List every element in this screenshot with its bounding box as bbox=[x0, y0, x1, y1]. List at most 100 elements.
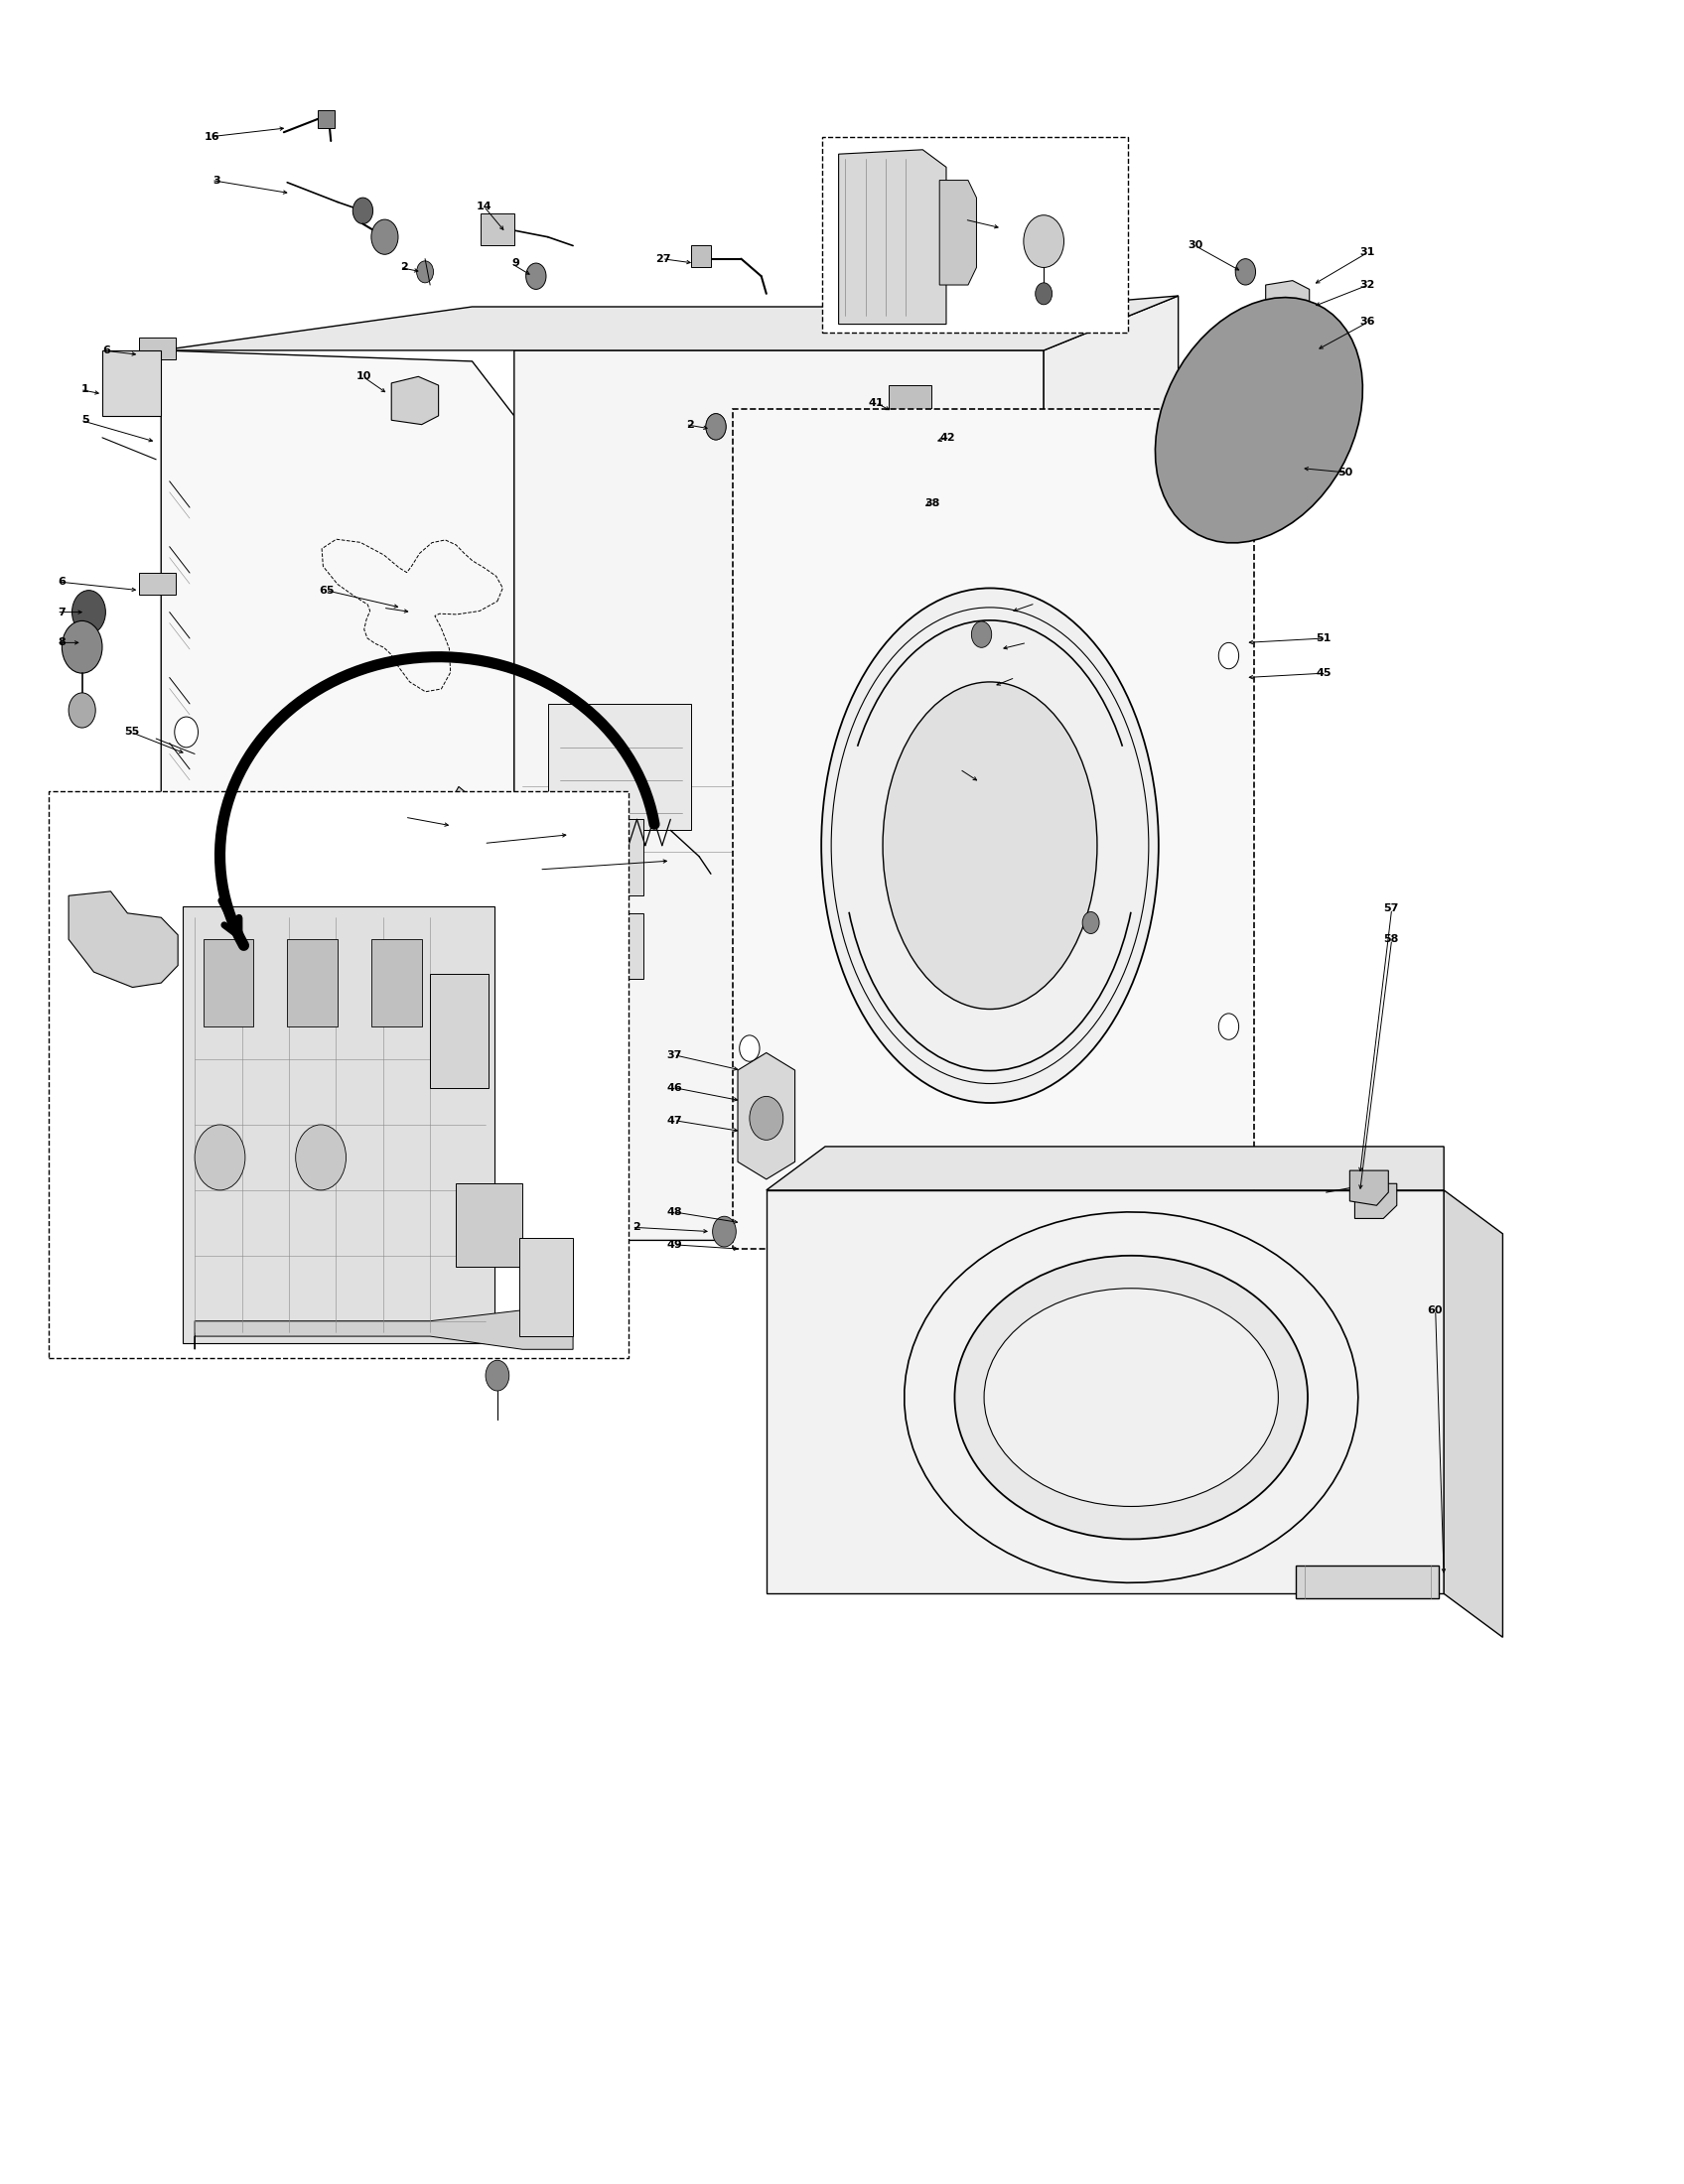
Circle shape bbox=[1219, 1013, 1239, 1040]
Polygon shape bbox=[1155, 297, 1362, 544]
Bar bbox=[318, 111, 333, 129]
Circle shape bbox=[62, 620, 103, 673]
Text: 52: 52 bbox=[1019, 638, 1034, 649]
Circle shape bbox=[1236, 258, 1256, 284]
Text: 12: 12 bbox=[953, 764, 968, 773]
Text: 36: 36 bbox=[1359, 317, 1376, 328]
Text: 58: 58 bbox=[1383, 935, 1399, 943]
Text: 6: 6 bbox=[103, 345, 111, 356]
Ellipse shape bbox=[822, 587, 1159, 1103]
Circle shape bbox=[739, 1035, 759, 1061]
Polygon shape bbox=[738, 1053, 795, 1179]
Text: 13: 13 bbox=[397, 812, 413, 821]
Text: 21: 21 bbox=[532, 865, 547, 874]
Polygon shape bbox=[195, 1310, 573, 1350]
Circle shape bbox=[706, 413, 726, 439]
Circle shape bbox=[69, 692, 96, 727]
Bar bbox=[103, 349, 162, 415]
Circle shape bbox=[1036, 282, 1052, 304]
Polygon shape bbox=[766, 1147, 1443, 1190]
Polygon shape bbox=[1443, 1190, 1502, 1638]
Ellipse shape bbox=[882, 681, 1098, 1009]
Text: 3: 3 bbox=[212, 175, 221, 186]
Bar bbox=[623, 819, 643, 895]
Bar bbox=[184, 906, 493, 1343]
Text: 32: 32 bbox=[1359, 280, 1376, 290]
Bar bbox=[623, 913, 643, 978]
Polygon shape bbox=[1044, 295, 1179, 1190]
Text: 49: 49 bbox=[667, 1241, 682, 1249]
Circle shape bbox=[72, 590, 106, 633]
Polygon shape bbox=[69, 891, 179, 987]
Circle shape bbox=[485, 1361, 509, 1391]
Polygon shape bbox=[391, 376, 438, 424]
Text: 30: 30 bbox=[1189, 240, 1204, 251]
Ellipse shape bbox=[983, 1289, 1278, 1507]
Circle shape bbox=[352, 199, 372, 225]
Circle shape bbox=[1024, 216, 1064, 266]
Circle shape bbox=[1228, 629, 1248, 655]
Text: 6: 6 bbox=[57, 577, 66, 587]
Text: 2: 2 bbox=[687, 419, 694, 430]
Polygon shape bbox=[1356, 1184, 1396, 1219]
Bar bbox=[519, 1238, 573, 1337]
Text: 10: 10 bbox=[355, 371, 370, 382]
Bar bbox=[288, 939, 337, 1026]
Polygon shape bbox=[766, 1190, 1443, 1594]
Bar bbox=[480, 214, 514, 245]
Text: 47: 47 bbox=[667, 1116, 682, 1125]
Polygon shape bbox=[322, 539, 504, 692]
Polygon shape bbox=[446, 786, 569, 856]
Text: 8: 8 bbox=[57, 638, 66, 649]
Circle shape bbox=[175, 716, 199, 747]
Text: 2: 2 bbox=[633, 1223, 640, 1232]
Bar bbox=[455, 1184, 522, 1267]
Text: 57: 57 bbox=[1383, 904, 1399, 913]
Bar bbox=[140, 572, 177, 594]
Bar bbox=[429, 974, 488, 1088]
Polygon shape bbox=[1270, 343, 1327, 376]
Text: 7: 7 bbox=[57, 607, 66, 618]
Text: 55: 55 bbox=[125, 727, 140, 736]
Bar bbox=[889, 384, 931, 415]
Text: 9: 9 bbox=[512, 258, 519, 269]
Circle shape bbox=[706, 413, 726, 439]
Polygon shape bbox=[1266, 280, 1310, 349]
Text: 60: 60 bbox=[1426, 1306, 1443, 1315]
Text: 22: 22 bbox=[477, 839, 492, 847]
Text: 48: 48 bbox=[667, 1208, 682, 1216]
Polygon shape bbox=[839, 151, 946, 323]
Circle shape bbox=[418, 620, 431, 638]
Text: 1: 1 bbox=[81, 384, 89, 395]
Bar bbox=[733, 408, 1255, 1249]
Text: 2: 2 bbox=[401, 262, 408, 273]
Circle shape bbox=[296, 1125, 345, 1190]
Polygon shape bbox=[1297, 1566, 1438, 1599]
Bar bbox=[547, 703, 690, 830]
Circle shape bbox=[972, 622, 992, 646]
Text: 46: 46 bbox=[667, 1083, 682, 1092]
Text: 41: 41 bbox=[869, 397, 884, 408]
Circle shape bbox=[195, 1125, 246, 1190]
Text: 42: 42 bbox=[940, 432, 955, 443]
Bar bbox=[690, 245, 711, 266]
Text: 38: 38 bbox=[925, 498, 940, 509]
Bar bbox=[822, 138, 1128, 332]
Polygon shape bbox=[162, 349, 514, 1241]
Bar bbox=[140, 336, 177, 358]
Text: 2: 2 bbox=[384, 603, 391, 614]
Circle shape bbox=[525, 262, 546, 288]
Text: 27: 27 bbox=[655, 253, 670, 264]
Polygon shape bbox=[1351, 1171, 1388, 1206]
Text: 51: 51 bbox=[1317, 633, 1332, 644]
Text: 16: 16 bbox=[204, 131, 221, 142]
Polygon shape bbox=[514, 349, 1044, 1241]
Polygon shape bbox=[162, 295, 1179, 349]
Circle shape bbox=[749, 1096, 783, 1140]
Text: 43: 43 bbox=[1027, 598, 1042, 609]
Text: 65: 65 bbox=[318, 585, 333, 596]
Text: 37: 37 bbox=[667, 1051, 682, 1059]
Circle shape bbox=[370, 221, 397, 253]
Circle shape bbox=[175, 957, 199, 987]
Bar bbox=[49, 791, 628, 1358]
